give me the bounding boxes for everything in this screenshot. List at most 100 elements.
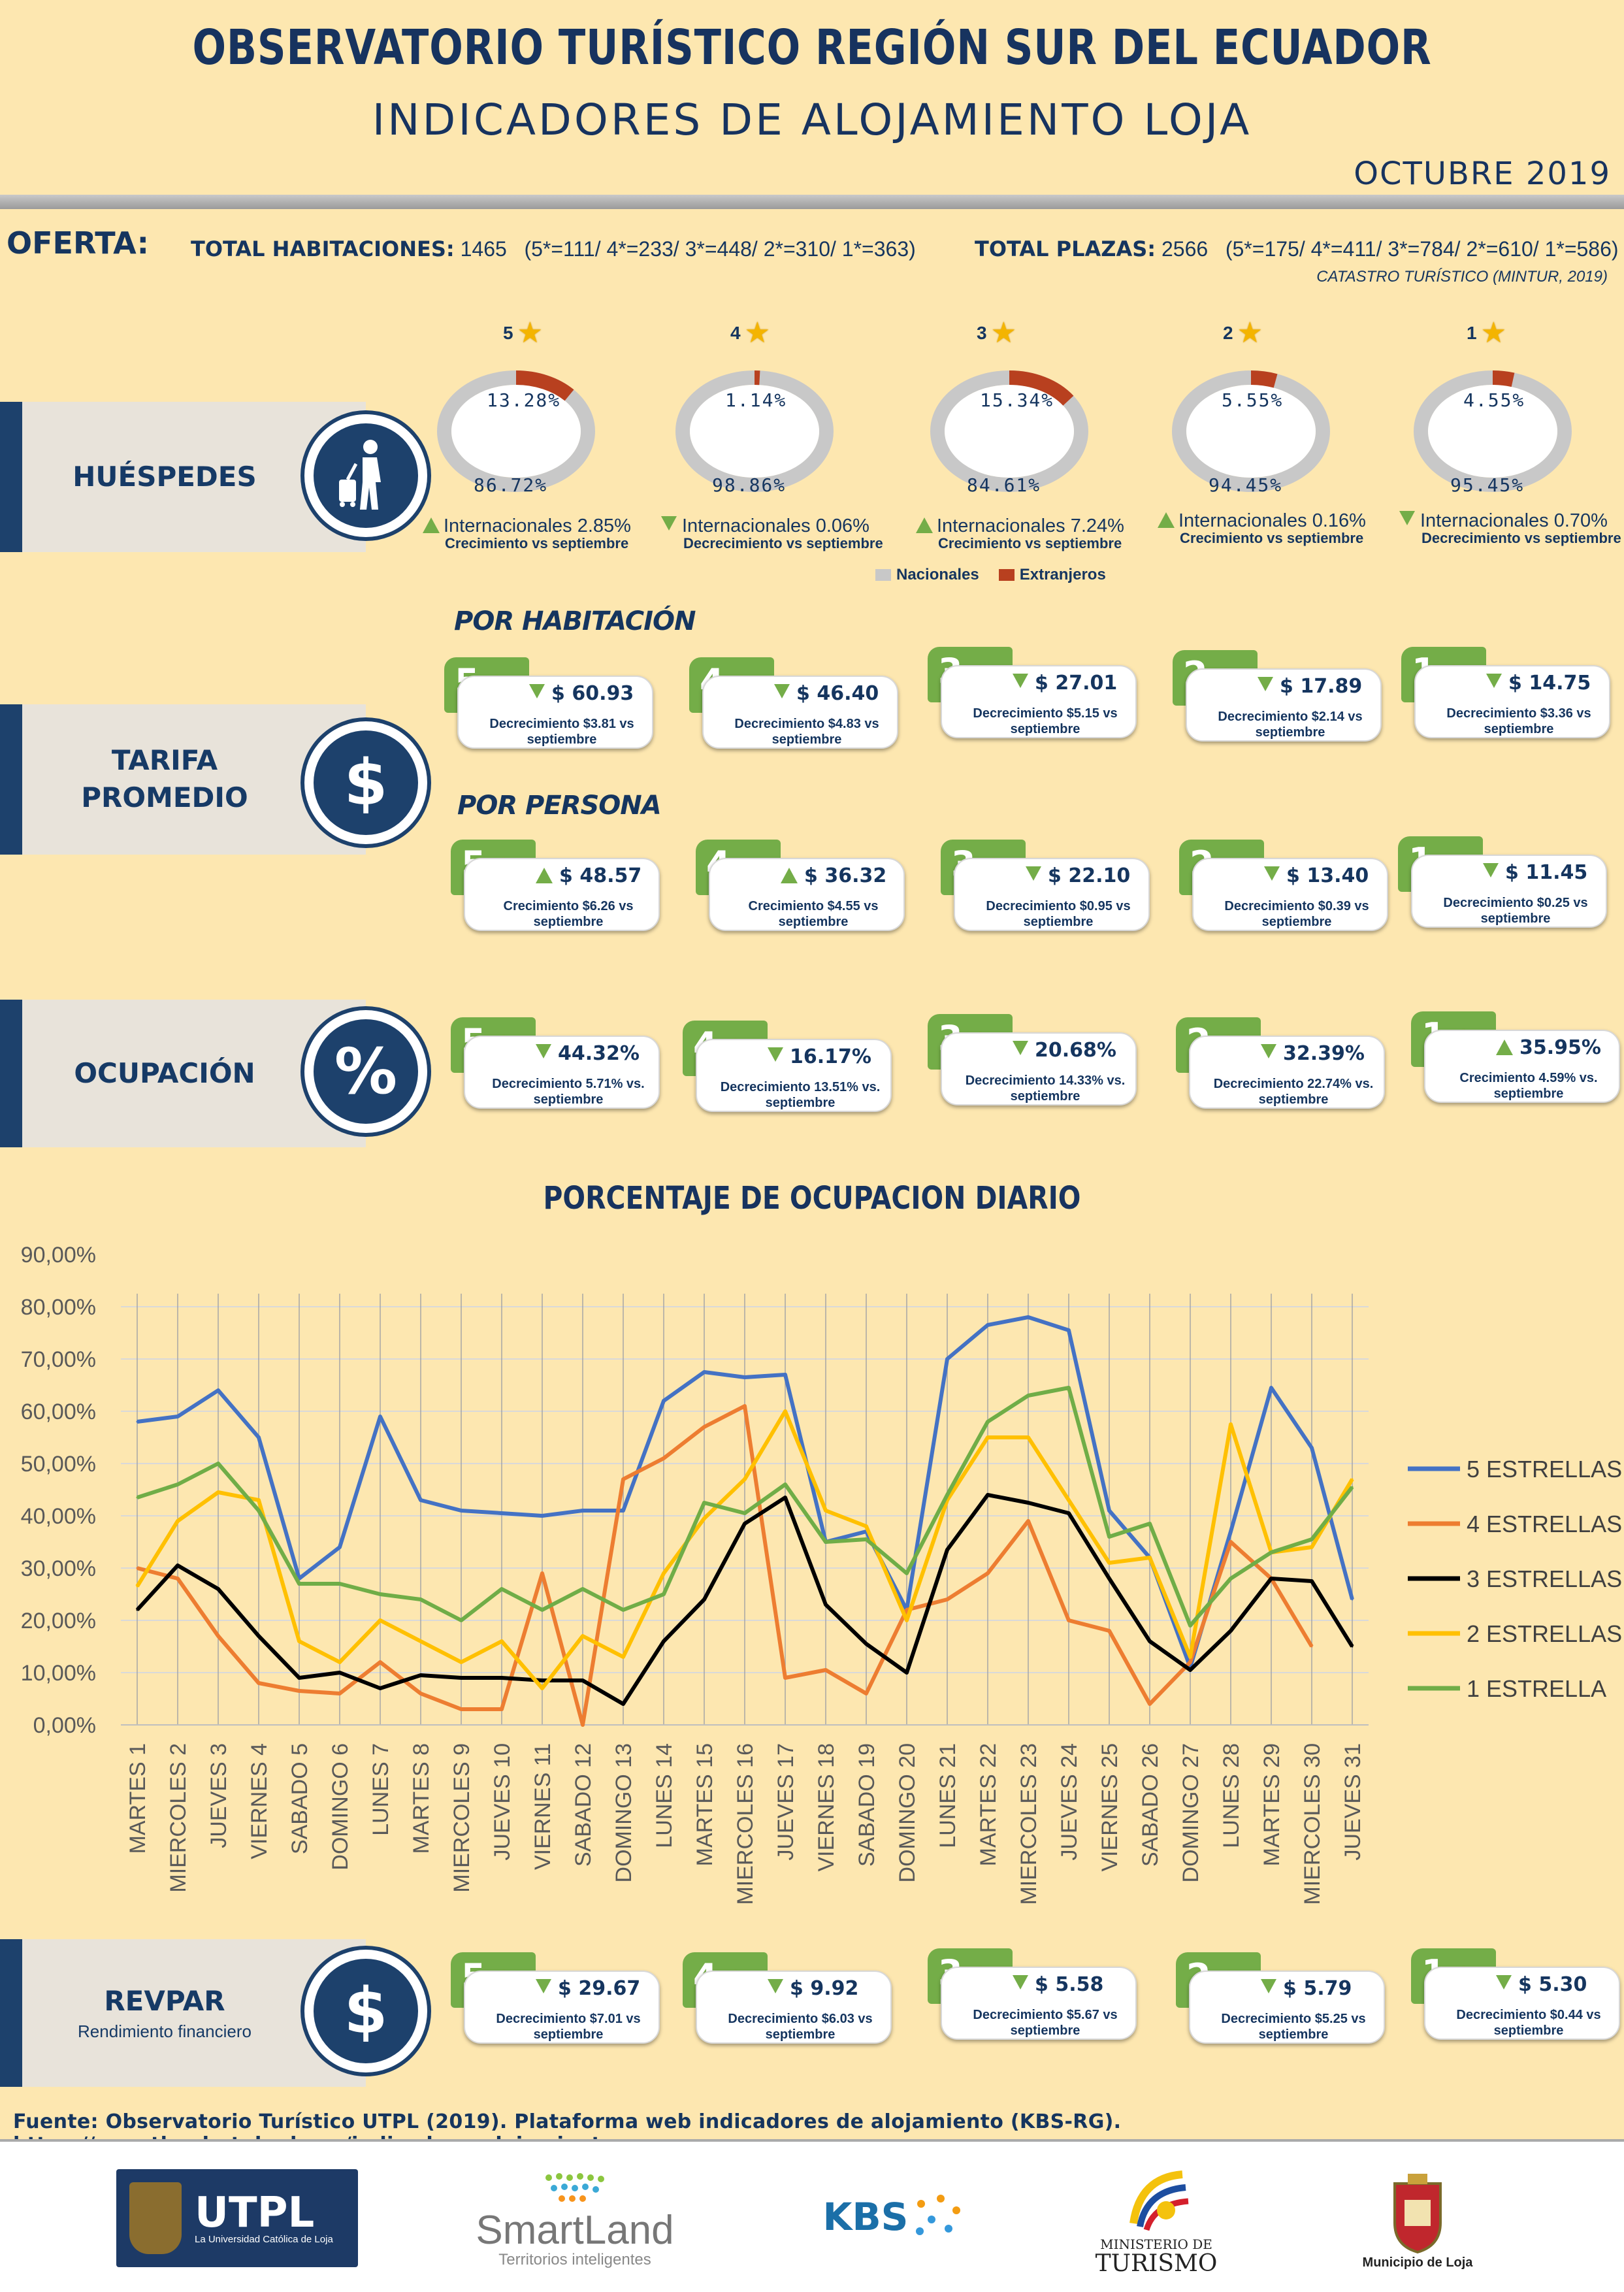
star-icon: ★ <box>744 317 771 349</box>
y-tick-label: 40,00% <box>21 1504 96 1529</box>
value-text: $ 22.10 <box>1048 864 1131 887</box>
data-point <box>1027 1520 1030 1522</box>
revpar-badge: $ <box>300 1946 431 2076</box>
data-point <box>1351 1598 1354 1601</box>
nacionales-percent: 94.45% <box>1209 474 1283 496</box>
x-tick-label: MARTES 29 <box>1259 1743 1284 1866</box>
data-point <box>419 1674 422 1677</box>
indicator-card: 1★35.95%Crecimiento 4.59% vs. septiembre <box>1411 1011 1620 1103</box>
x-tick-label: MIERCOLES 2 <box>166 1743 191 1893</box>
data-point <box>986 1572 989 1575</box>
mintur-logo: MINISTERIO DE TURISMO <box>1071 2158 1241 2282</box>
data-point <box>905 1572 908 1575</box>
data-point <box>419 1499 422 1501</box>
data-point <box>298 1677 300 1679</box>
oferta-label: OFERTA: <box>7 225 149 261</box>
data-point <box>784 1410 787 1413</box>
data-point <box>257 1436 260 1439</box>
trend-down-icon <box>1013 1041 1028 1055</box>
data-point <box>176 1577 179 1580</box>
data-point <box>905 1619 908 1622</box>
data-point <box>500 1588 503 1590</box>
donut-hole <box>1428 385 1557 478</box>
indicator-value: $ 5.79 <box>1261 1977 1352 2000</box>
x-tick-label: JUEVES 31 <box>1340 1743 1365 1861</box>
trend-down-icon <box>768 1047 783 1062</box>
trend-note: Decrecimiento vs septiembre <box>1421 530 1621 547</box>
data-point <box>257 1499 260 1501</box>
data-point <box>1229 1423 1232 1426</box>
data-point <box>784 1483 787 1486</box>
data-point <box>1229 1629 1232 1632</box>
data-point <box>743 1376 746 1379</box>
huespedes-label: HUÉSPEDES <box>73 460 257 493</box>
smartland-logo: SmartLand Territorios inteligentes <box>451 2161 699 2279</box>
data-point <box>1067 1386 1070 1389</box>
data-point <box>1189 1624 1192 1627</box>
data-point <box>217 1635 219 1637</box>
data-point <box>581 1509 584 1512</box>
guest-origin-donut: 5.55% 94.45% <box>1169 366 1333 497</box>
data-point <box>136 1496 138 1499</box>
trend-text: Internacionales 0.06% <box>682 516 869 536</box>
data-point <box>865 1692 868 1695</box>
x-tick-label: LUNES 28 <box>1219 1743 1244 1848</box>
donut-legend: Nacionales Extranjeros <box>875 566 1106 584</box>
dollar-icon: $ <box>314 1959 418 2063</box>
data-point <box>136 1567 138 1569</box>
data-point <box>865 1525 868 1528</box>
indicator-value: $ 29.67 <box>536 1977 640 2000</box>
total-plazas: TOTAL PLAZAS: 2566 (5*=175/ 4*=411/ 3*=7… <box>975 237 1619 261</box>
data-point <box>460 1619 463 1622</box>
indicator-value: $ 46.40 <box>774 682 879 705</box>
data-point <box>176 1520 179 1522</box>
data-point <box>986 1420 989 1423</box>
revpar-sublabel: Rendimiento financiero <box>78 2021 252 2041</box>
x-tick-label: SABADO 12 <box>571 1743 596 1867</box>
tarifa-label-line1: TARIFA <box>111 744 218 777</box>
value-text: 20.68% <box>1035 1039 1116 1062</box>
trend-down-icon <box>1261 1979 1276 1993</box>
data-point <box>176 1415 179 1418</box>
change-note: Decrecimiento 13.51% vs. septiembre <box>720 1080 881 1110</box>
change-note: Decrecimiento $3.81 vs septiembre <box>489 717 634 747</box>
data-point <box>865 1538 868 1541</box>
data-point <box>946 1598 949 1601</box>
data-point <box>379 1687 382 1690</box>
card-body <box>1186 668 1382 742</box>
x-tick-label: VIERNES 11 <box>530 1743 555 1870</box>
extranjeros-percent: 5.55% <box>1222 389 1284 411</box>
x-tick-label: JUEVES 3 <box>206 1743 231 1848</box>
data-point <box>743 1478 746 1481</box>
data-point <box>622 1656 625 1658</box>
card-body <box>457 676 653 749</box>
data-point <box>1270 1551 1273 1554</box>
trend-down-icon <box>1013 674 1028 688</box>
data-point <box>298 1582 300 1585</box>
data-point <box>1148 1703 1151 1705</box>
extranjeros-arc <box>515 370 574 401</box>
indicator-card: 5★44.32%Decrecimiento 5.71% vs. septiemb… <box>451 1017 660 1109</box>
data-point <box>1108 1562 1111 1564</box>
value-text: 32.39% <box>1283 1042 1365 1065</box>
data-point <box>1108 1577 1111 1580</box>
data-point <box>1310 1645 1313 1648</box>
data-point <box>946 1494 949 1496</box>
star-rating-label: 5 ★ <box>503 319 543 348</box>
utpl-logo: UTPL La Universidad Católica de Loja <box>116 2169 358 2267</box>
data-point <box>662 1593 665 1596</box>
card-body <box>1189 1971 1385 2044</box>
star-rating-label: 2 ★ <box>1223 319 1263 348</box>
change-note: Decrecimiento $0.44 vs septiembre <box>1456 2008 1601 2038</box>
international-trend: Internacionales 0.70% Decrecimiento vs se… <box>1399 511 1621 546</box>
data-point <box>460 1677 463 1679</box>
revpar-label: REVPAR <box>104 1985 225 2018</box>
page-subtitle: INDICADORES DE ALOJAMIENTO LOJA <box>372 95 1252 145</box>
indicator-value: $ 11.45 <box>1483 861 1587 884</box>
nacionales-percent: 86.72% <box>474 474 548 496</box>
trend-down-icon <box>661 516 677 531</box>
